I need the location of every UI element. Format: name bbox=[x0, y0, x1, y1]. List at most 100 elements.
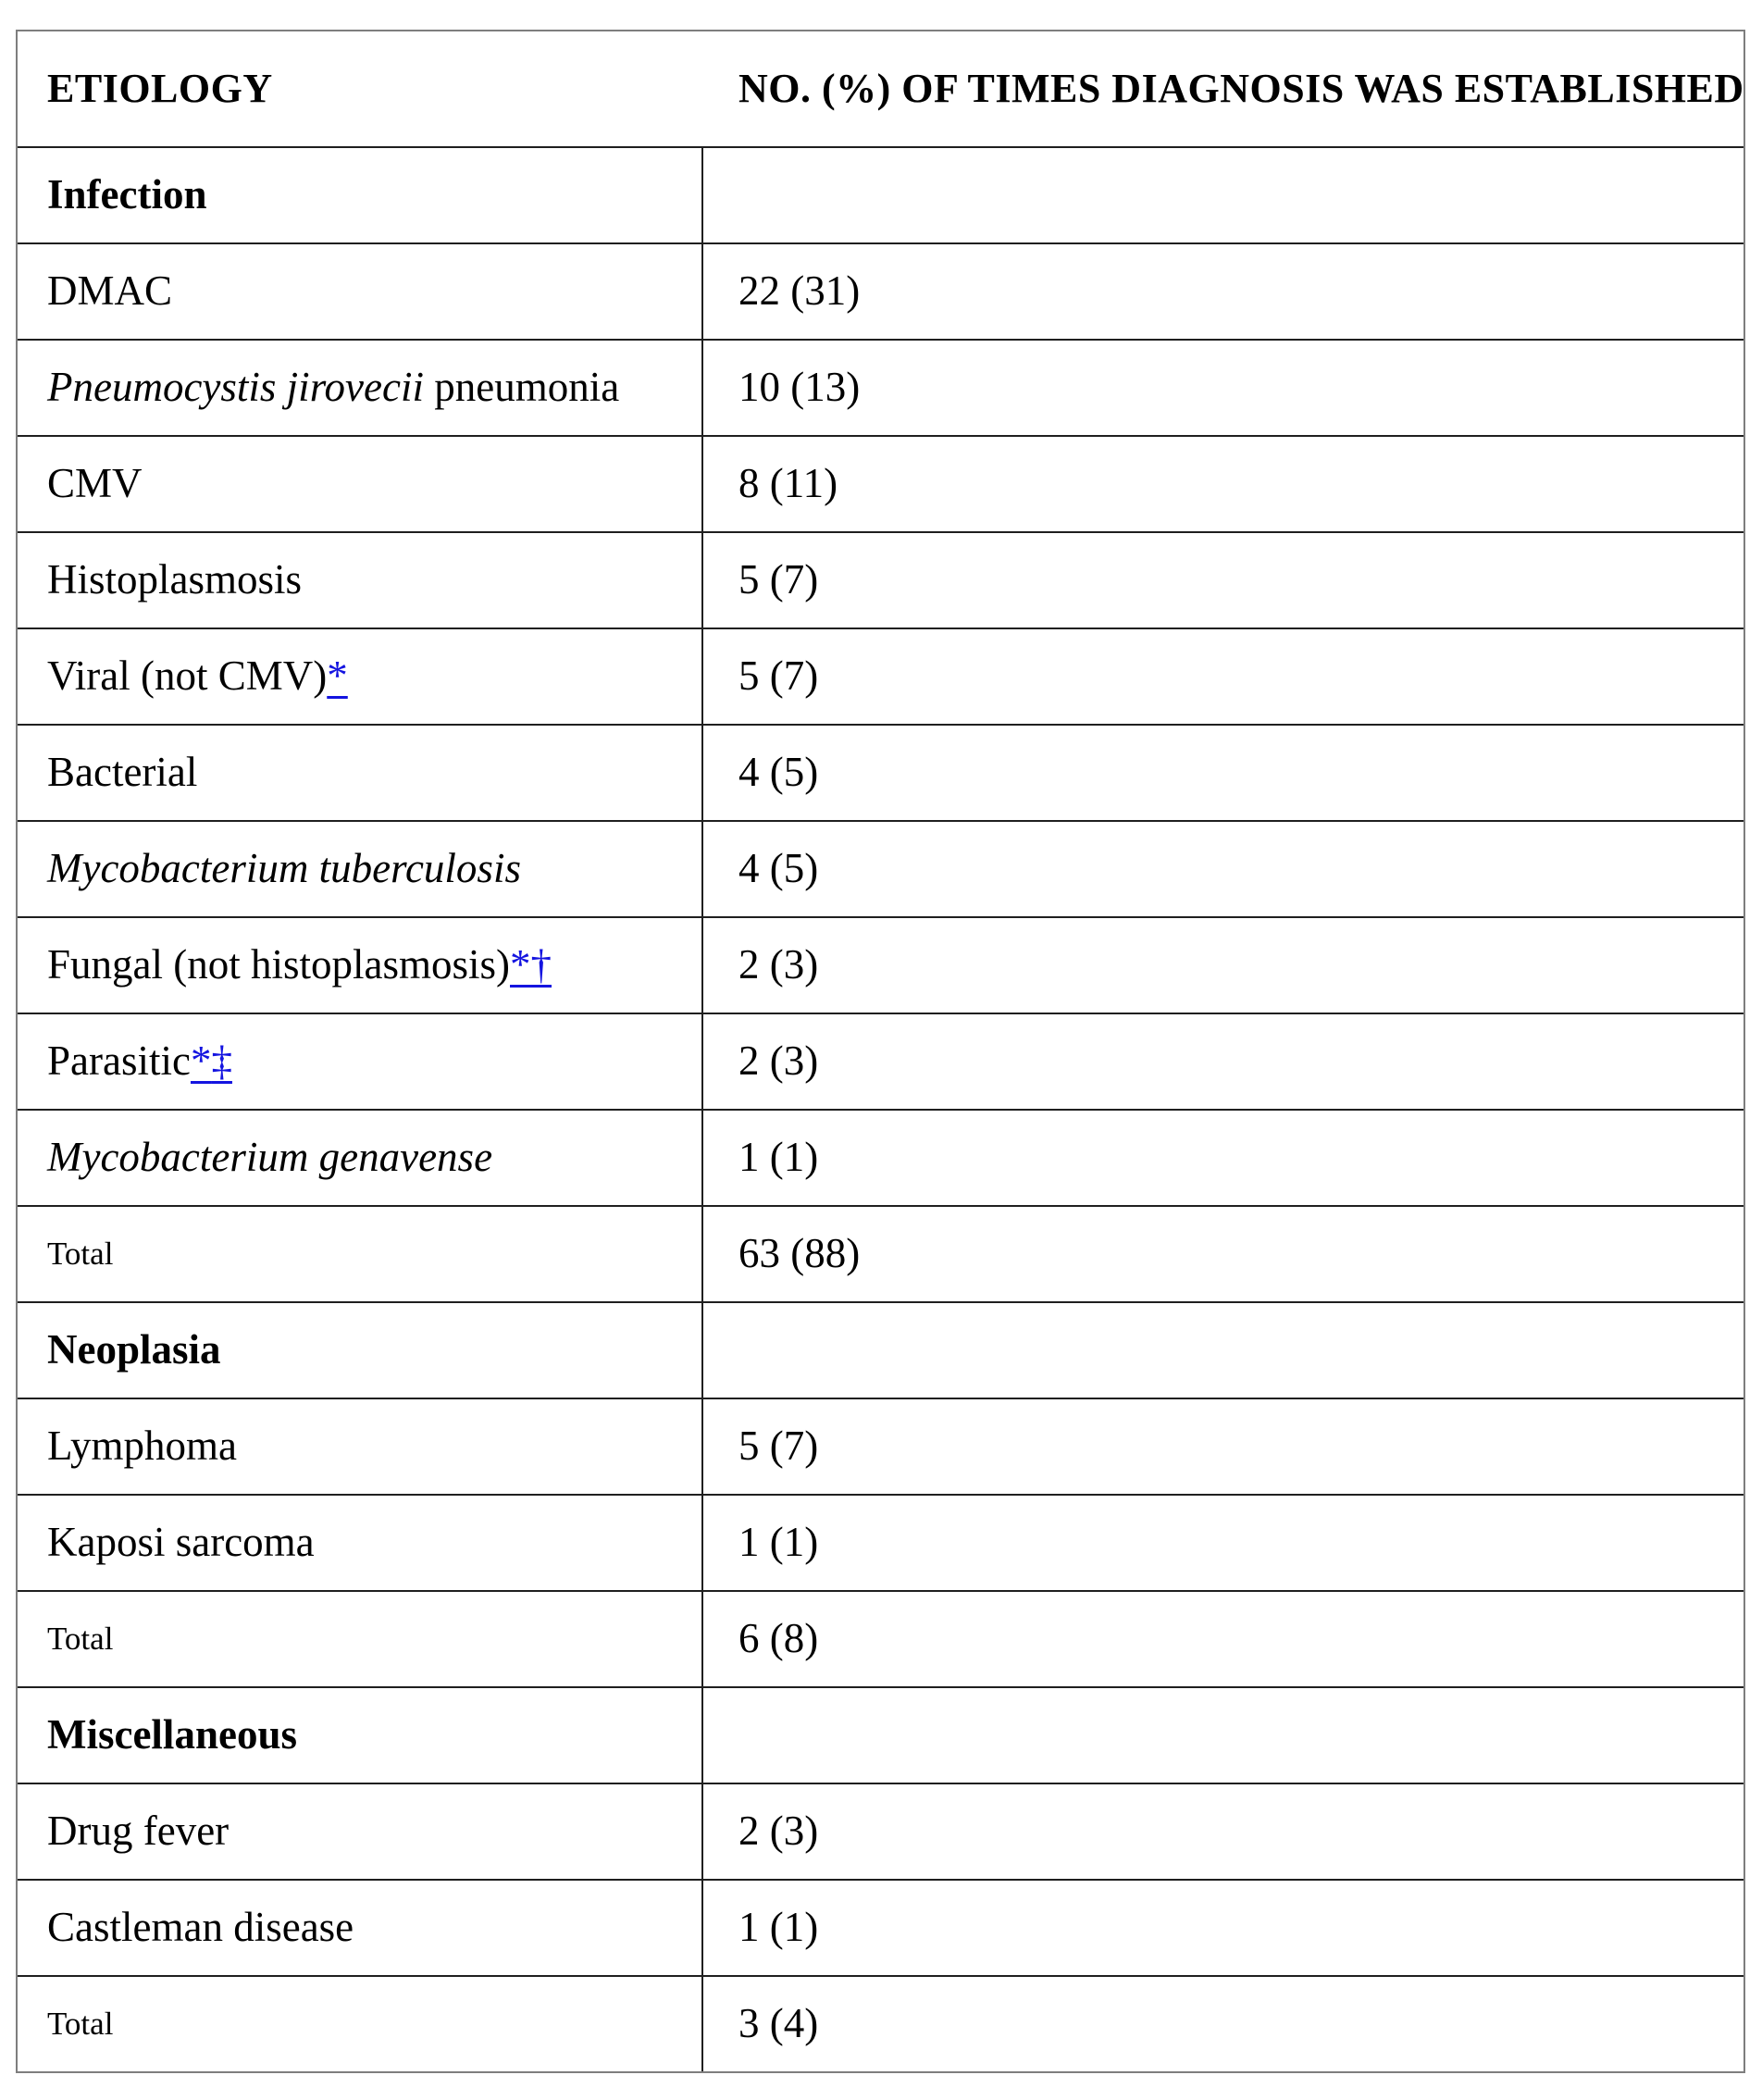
table-row: Bacterial 4 (5) bbox=[18, 724, 1743, 820]
count-cell: 22 (31) bbox=[703, 244, 1743, 339]
footnote-link[interactable]: * bbox=[510, 941, 531, 988]
table-row: Mycobacterium genavense 1 (1) bbox=[18, 1109, 1743, 1205]
count-value: 1 (1) bbox=[738, 1134, 819, 1181]
table-row: Lymphoma 5 (7) bbox=[18, 1398, 1743, 1494]
etiology-label: Miscellaneous bbox=[47, 1711, 297, 1758]
table-row: Miscellaneous bbox=[18, 1686, 1743, 1783]
etiology-cell: Drug fever bbox=[18, 1784, 703, 1879]
species-name-italic: Pneumocystis jirovecii bbox=[47, 364, 424, 411]
count-cell: 5 (7) bbox=[703, 533, 1743, 628]
count-value: 2 (3) bbox=[738, 1808, 819, 1855]
etiology-cell: Bacterial bbox=[18, 726, 703, 820]
etiology-label: Total bbox=[47, 1620, 114, 1657]
etiology-label: DMAC bbox=[47, 267, 173, 315]
table-row: DMAC 22 (31) bbox=[18, 242, 1743, 339]
table-row: CMV 8 (11) bbox=[18, 435, 1743, 531]
count-cell: 2 (3) bbox=[703, 1784, 1743, 1879]
count-value: 5 (7) bbox=[738, 652, 819, 700]
etiology-label: Viral (not CMV)* bbox=[47, 652, 348, 700]
count-value: 2 (3) bbox=[738, 1038, 819, 1085]
etiology-label: Kaposi sarcoma bbox=[47, 1519, 315, 1566]
etiology-label: Histoplasmosis bbox=[47, 556, 303, 603]
footnote-link[interactable]: * bbox=[327, 652, 348, 700]
etiology-header-cell: ETIOLOGY bbox=[18, 31, 703, 146]
etiology-cell: Castleman disease bbox=[18, 1881, 703, 1975]
table-row: Pneumocystis jirovecii pneumonia 10 (13) bbox=[18, 339, 1743, 435]
etiology-cell: Mycobacterium genavense bbox=[18, 1111, 703, 1205]
etiology-label: Total bbox=[47, 2005, 114, 2042]
count-value: 2 (3) bbox=[738, 941, 819, 988]
count-cell: 6 (8) bbox=[703, 1592, 1743, 1686]
etiology-cell: Total bbox=[18, 1207, 703, 1301]
count-value: 5 (7) bbox=[738, 556, 819, 603]
count-value: 63 (88) bbox=[738, 1230, 861, 1277]
etiology-cell: Mycobacterium tuberculosis bbox=[18, 822, 703, 916]
etiology-cell: CMV bbox=[18, 437, 703, 531]
footnote-link[interactable]: * bbox=[190, 1038, 212, 1085]
etiology-cell: Viral (not CMV)* bbox=[18, 629, 703, 724]
etiology-label: Mycobacterium genavense bbox=[47, 1135, 492, 1181]
table-header-row: ETIOLOGY NO. (%) OF TIMES DIAGNOSIS WAS … bbox=[18, 31, 1743, 146]
count-value: 4 (5) bbox=[738, 749, 819, 796]
table-row: Castleman disease 1 (1) bbox=[18, 1879, 1743, 1975]
count-value: 6 (8) bbox=[738, 1615, 819, 1662]
count-cell: 1 (1) bbox=[703, 1496, 1743, 1590]
etiology-cell: Miscellaneous bbox=[18, 1688, 703, 1783]
table-row: Fungal (not histoplasmosis)*† 2 (3) bbox=[18, 916, 1743, 1013]
count-cell: 1 (1) bbox=[703, 1111, 1743, 1205]
count-value: 3 (4) bbox=[738, 2000, 819, 2047]
count-value: 10 (13) bbox=[738, 364, 861, 411]
count-value: 8 (11) bbox=[738, 460, 838, 507]
count-cell bbox=[703, 1688, 1743, 1783]
etiology-label: Pneumocystis jirovecii pneumonia bbox=[47, 364, 620, 411]
etiology-label: Fungal (not histoplasmosis)*† bbox=[47, 941, 552, 988]
count-value: 1 (1) bbox=[738, 1519, 819, 1566]
table-row: Total 6 (8) bbox=[18, 1590, 1743, 1686]
table-row: Total 3 (4) bbox=[18, 1975, 1743, 2071]
count-cell bbox=[703, 148, 1743, 242]
etiology-label: Parasitic*‡ bbox=[47, 1038, 232, 1085]
etiology-label: Infection bbox=[47, 171, 207, 218]
table-row: Parasitic*‡ 2 (3) bbox=[18, 1013, 1743, 1109]
count-cell: 5 (7) bbox=[703, 629, 1743, 724]
count-cell: 3 (4) bbox=[703, 1977, 1743, 2071]
count-cell: 2 (3) bbox=[703, 1014, 1743, 1109]
etiology-label: Neoplasia bbox=[47, 1326, 221, 1373]
count-cell: 5 (7) bbox=[703, 1399, 1743, 1494]
count-cell bbox=[703, 1303, 1743, 1398]
table-row: Kaposi sarcoma 1 (1) bbox=[18, 1494, 1743, 1590]
species-name-italic: Mycobacterium tuberculosis bbox=[47, 845, 521, 892]
count-value: 4 (5) bbox=[738, 845, 819, 892]
footnote-link[interactable]: † bbox=[530, 941, 552, 988]
count-value: 5 (7) bbox=[738, 1423, 819, 1470]
etiology-label: Lymphoma bbox=[47, 1423, 237, 1470]
etiology-label: Bacterial bbox=[47, 749, 198, 796]
count-header-cell: NO. (%) OF TIMES DIAGNOSIS WAS ESTABLISH… bbox=[703, 31, 1752, 146]
etiology-cell: Parasitic*‡ bbox=[18, 1014, 703, 1109]
etiology-label: Mycobacterium tuberculosis bbox=[47, 846, 521, 892]
etiology-cell: Pneumocystis jirovecii pneumonia bbox=[18, 341, 703, 435]
footnote-link[interactable]: ‡ bbox=[211, 1038, 232, 1085]
count-cell: 8 (11) bbox=[703, 437, 1743, 531]
count-cell: 63 (88) bbox=[703, 1207, 1743, 1301]
etiology-cell: Kaposi sarcoma bbox=[18, 1496, 703, 1590]
etiology-label: Total bbox=[47, 1235, 114, 1272]
etiology-cell: Neoplasia bbox=[18, 1303, 703, 1398]
etiology-label: Drug fever bbox=[47, 1808, 230, 1855]
etiology-label: CMV bbox=[47, 460, 143, 507]
count-cell: 2 (3) bbox=[703, 918, 1743, 1013]
table-row: Viral (not CMV)* 5 (7) bbox=[18, 628, 1743, 724]
etiology-table: ETIOLOGY NO. (%) OF TIMES DIAGNOSIS WAS … bbox=[16, 30, 1745, 2073]
count-cell: 10 (13) bbox=[703, 341, 1743, 435]
table-row: Total 63 (88) bbox=[18, 1205, 1743, 1301]
table-row: Histoplasmosis 5 (7) bbox=[18, 531, 1743, 628]
etiology-cell: DMAC bbox=[18, 244, 703, 339]
etiology-cell: Total bbox=[18, 1592, 703, 1686]
etiology-label: Castleman disease bbox=[47, 1904, 354, 1951]
etiology-cell: Lymphoma bbox=[18, 1399, 703, 1494]
count-value: 22 (31) bbox=[738, 267, 861, 315]
table-row: Mycobacterium tuberculosis 4 (5) bbox=[18, 820, 1743, 916]
etiology-cell: Fungal (not histoplasmosis)*† bbox=[18, 918, 703, 1013]
etiology-cell: Infection bbox=[18, 148, 703, 242]
count-cell: 4 (5) bbox=[703, 726, 1743, 820]
